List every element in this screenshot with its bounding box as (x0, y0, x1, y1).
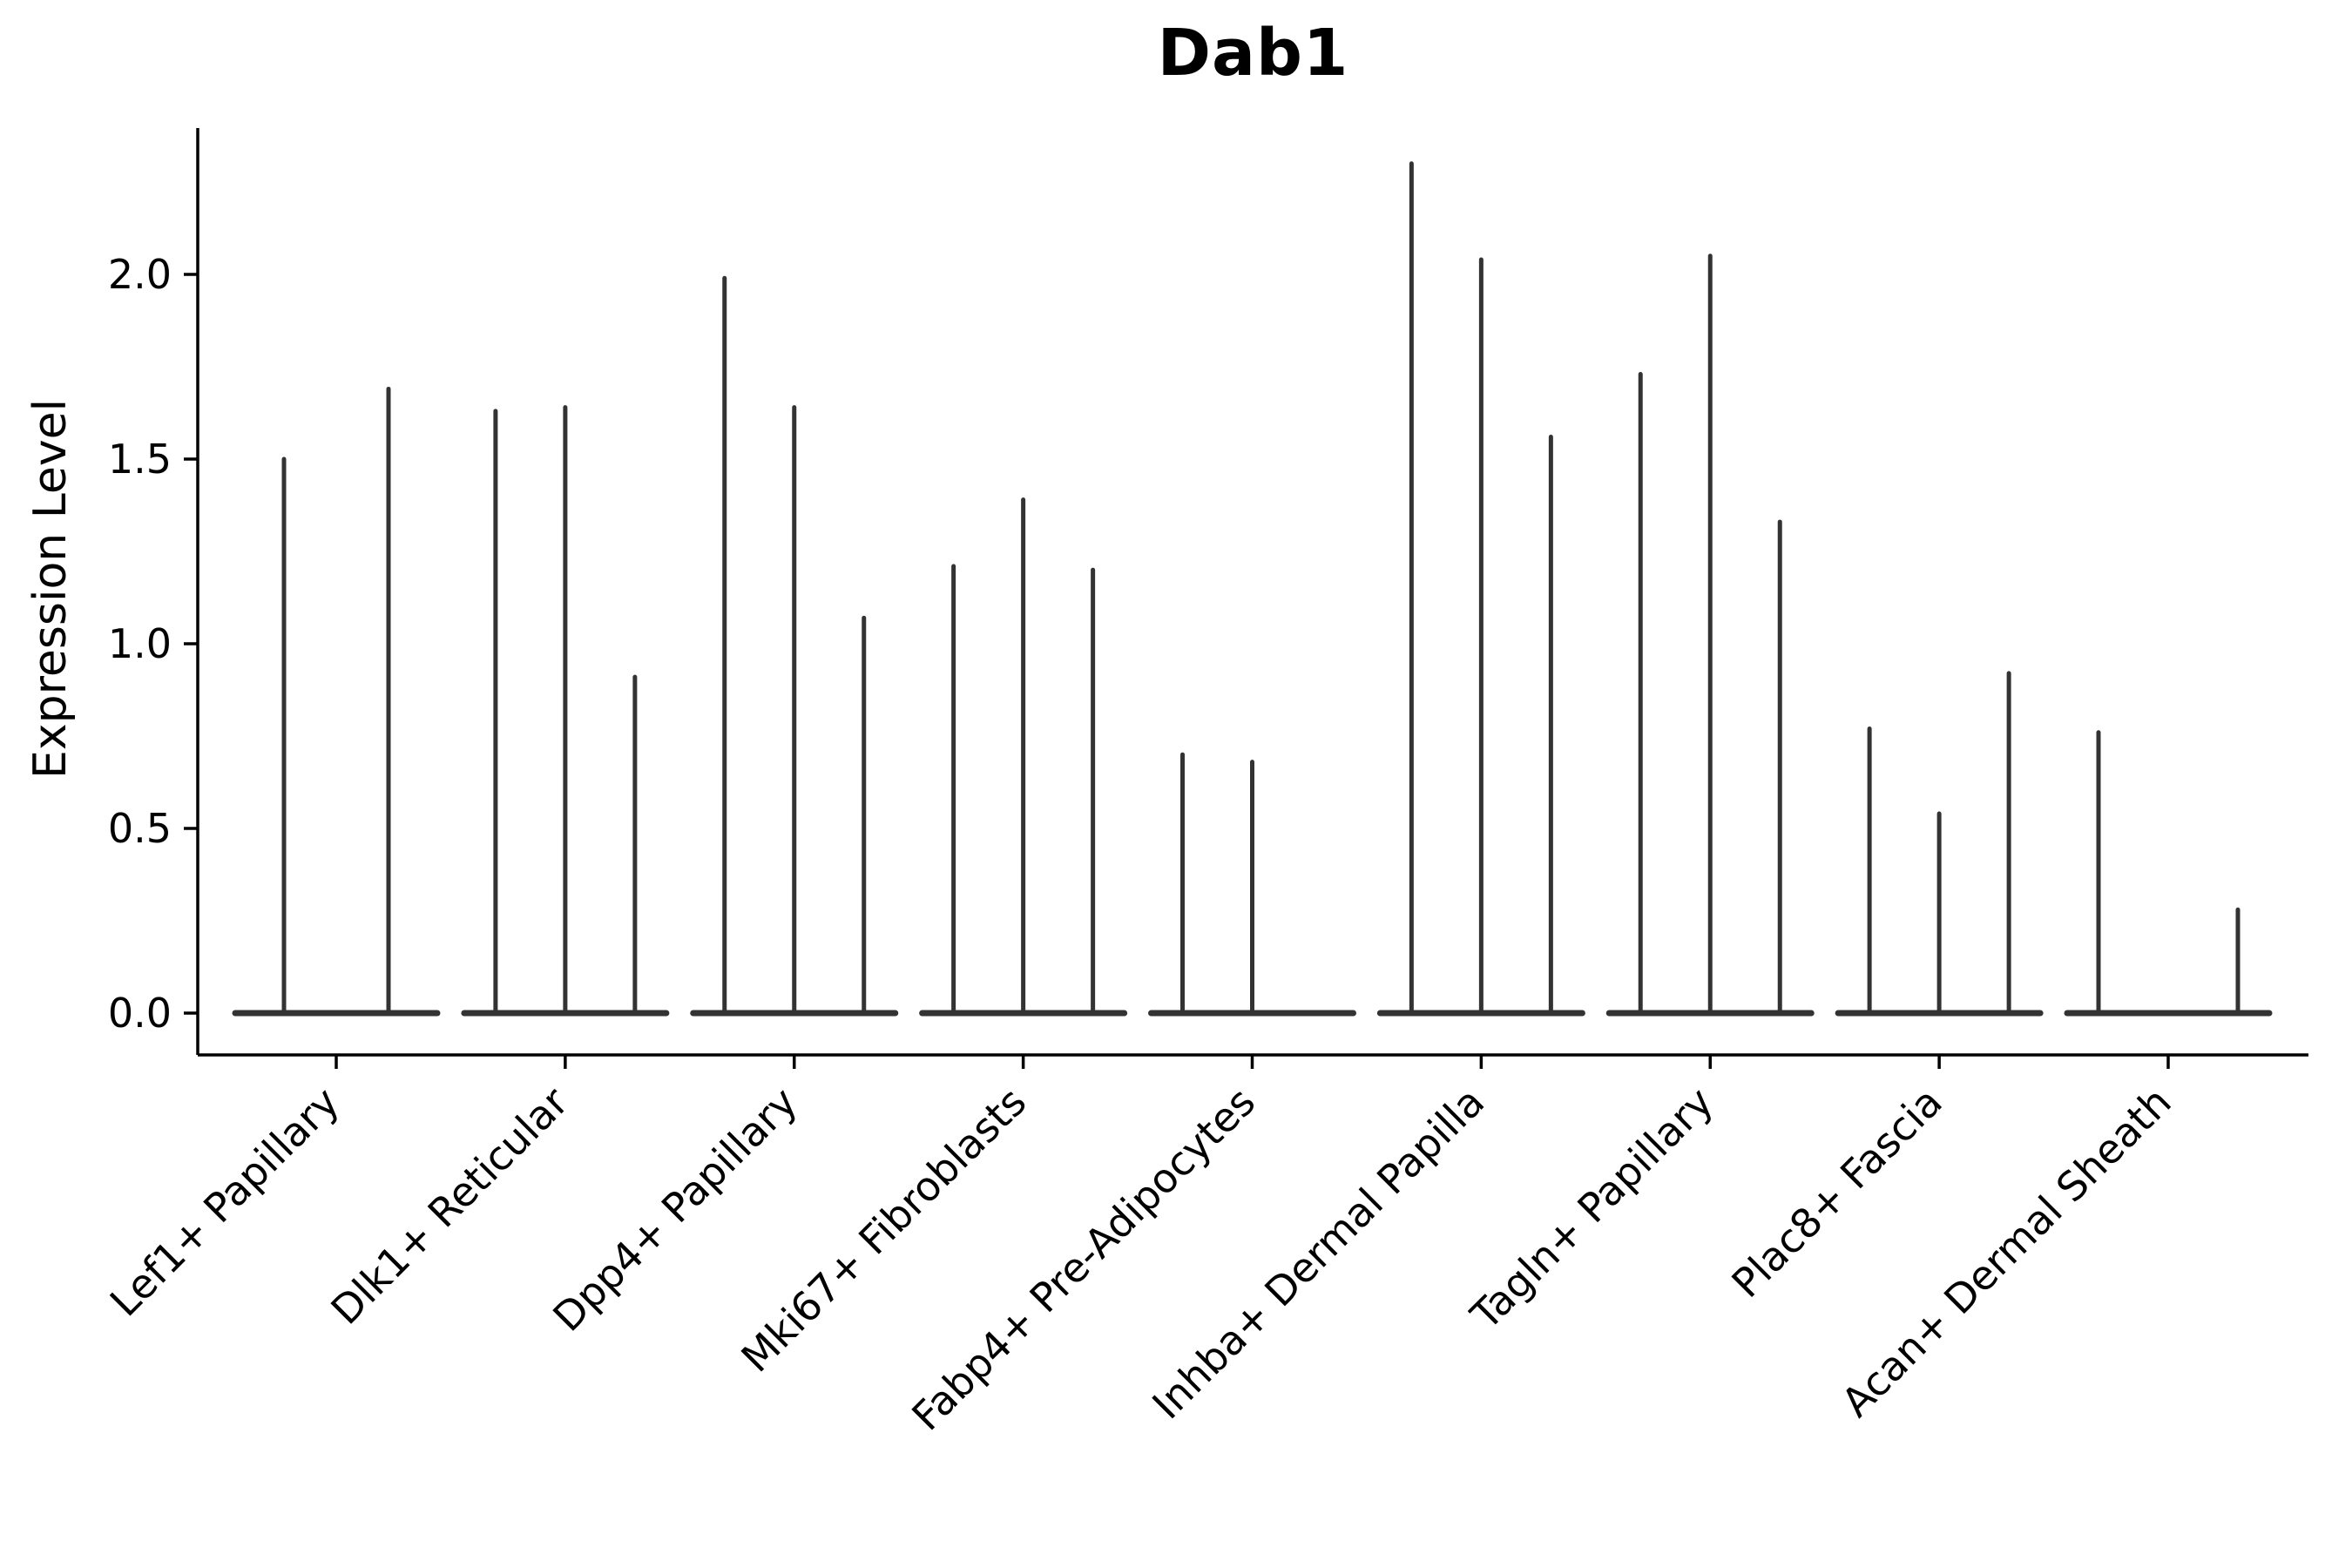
x-tick-label: Tagln+ Papillary (1461, 1078, 1722, 1340)
x-tick-label: Lef1+ Papillary (101, 1078, 348, 1326)
y-tick-label: 1.5 (108, 436, 172, 483)
x-tick-label: Plac8+ Fascia (1723, 1078, 1951, 1307)
x-tick-label: Dpp4+ Papillary (544, 1078, 806, 1341)
y-tick-label: 1.0 (108, 620, 172, 667)
y-tick-label: 2.0 (108, 251, 172, 298)
x-tick-label: Dlk1+ Reticular (321, 1078, 577, 1334)
y-tick-label: 0.0 (108, 990, 172, 1037)
y-tick-label: 0.5 (108, 805, 172, 852)
plot-title: Dab1 (1157, 16, 1349, 91)
